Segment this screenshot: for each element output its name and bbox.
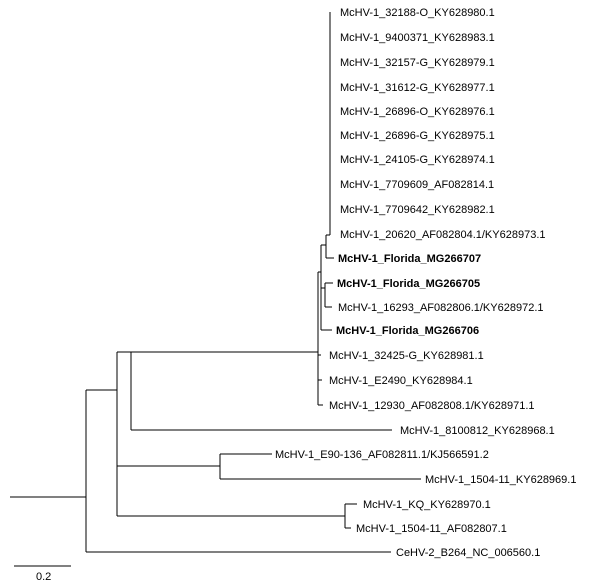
tip-label-highlighted: McHV-1_Florida_MG266706 (336, 325, 479, 337)
tip-label: McHV-1_32425-G_KY628981.1 (329, 350, 484, 362)
tree-branches (10, 12, 421, 567)
tip-label: McHV-1_26896-O_KY628976.1 (340, 106, 495, 118)
tip-label: McHV-1_16293_AF082806.1/KY628972.1 (338, 302, 544, 314)
tip-label: McHV-1_1504-11_AF082807.1 (356, 523, 507, 535)
tip-label-highlighted: McHV-1_Florida_MG266705 (337, 278, 480, 290)
tip-label: McHV-1_32157-G_KY628979.1 (340, 57, 495, 69)
tip-label: McHV-1_20620_AF082804.1/KY628973.1 (340, 229, 546, 241)
tip-label: McHV-1_26896-G_KY628975.1 (340, 130, 495, 142)
tip-label: McHV-1_12930_AF082808.1/KY628971.1 (329, 400, 535, 412)
tip-label-highlighted: McHV-1_Florida_MG266707 (338, 253, 481, 265)
tip-label: McHV-1_8100812_KY628968.1 (400, 425, 555, 437)
tip-label: McHV-1_24105-G_KY628974.1 (340, 154, 495, 166)
tip-label: CeHV-2_B264_NC_006560.1 (396, 547, 540, 559)
tip-label: McHV-1_1504-11_KY628969.1 (425, 474, 576, 486)
tip-label: McHV-1_32188-O_KY628980.1 (340, 7, 495, 19)
tip-label: McHV-1_9400371_KY628983.1 (340, 32, 495, 44)
tip-label: McHV-1_7709642_KY628982.1 (340, 204, 495, 216)
tip-label: McHV-1_E2490_KY628984.1 (329, 375, 473, 387)
tip-label: McHV-1_31612-G_KY628977.1 (340, 82, 495, 94)
tip-label: McHV-1_7709609_AF082814.1 (340, 179, 494, 191)
tip-labels: McHV-1_32188-O_KY628980.1 McHV-1_9400371… (275, 7, 576, 559)
tip-label: McHV-1_KQ_KY628970.1 (363, 499, 491, 511)
scale-bar-label: 0.2 (36, 571, 51, 583)
tip-label: McHV-1_E90-136_AF082811.1/KJ566591.2 (275, 449, 489, 461)
